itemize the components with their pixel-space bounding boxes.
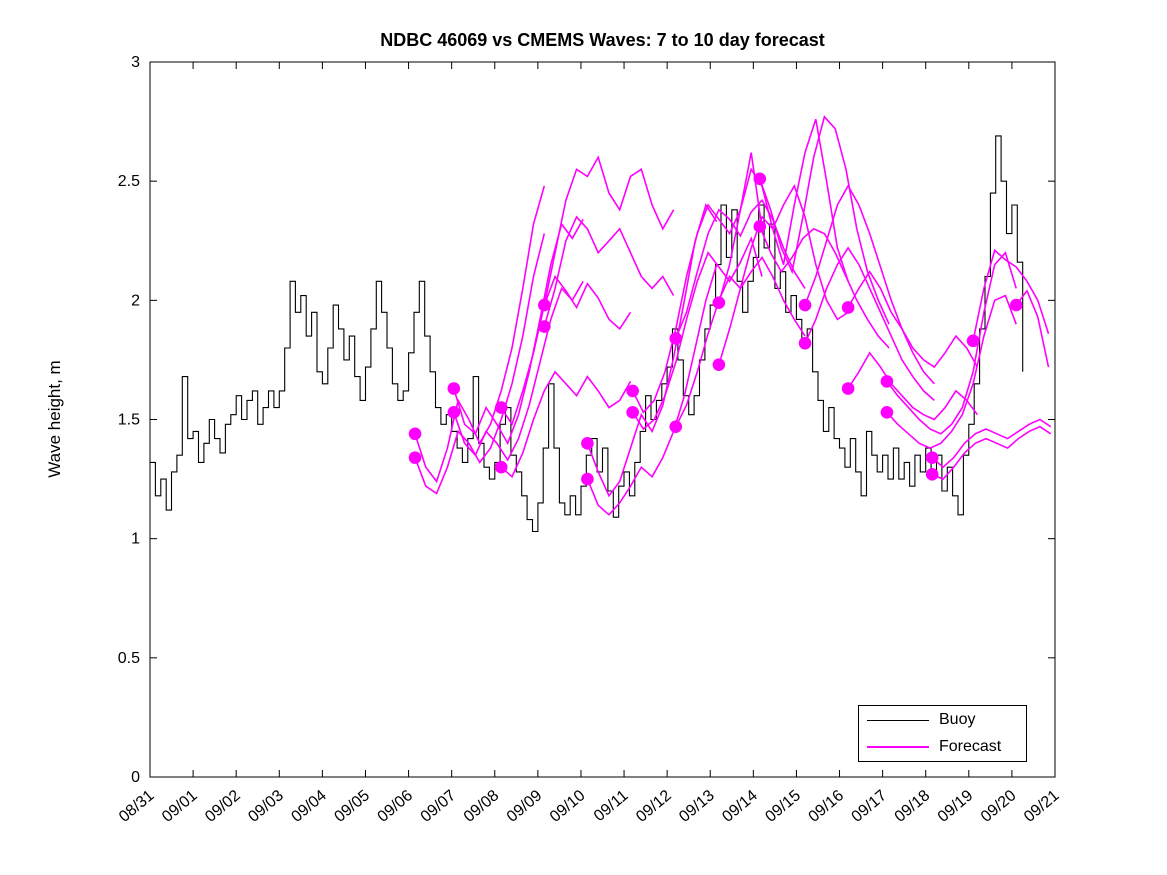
forecast-start-dot bbox=[925, 468, 939, 481]
forecast-start-dot bbox=[538, 320, 551, 333]
forecast-line bbox=[847, 270, 979, 369]
x-tick-label: 09/01 bbox=[159, 787, 201, 826]
forecast-start-dot bbox=[798, 298, 812, 312]
forecast-line bbox=[543, 215, 675, 327]
forecast-line bbox=[886, 294, 1017, 449]
x-tick-label: 09/14 bbox=[719, 787, 761, 826]
x-tick-label: 09/19 bbox=[935, 787, 977, 826]
y-tick-label: 2.5 bbox=[118, 173, 140, 190]
legend-label-buoy: Buoy bbox=[939, 711, 976, 729]
forecast-start-dot bbox=[841, 301, 855, 314]
forecast-start-dot bbox=[408, 451, 422, 464]
forecast-start-dot bbox=[669, 420, 683, 433]
forecast-start-dot bbox=[841, 382, 855, 395]
forecast-start-dot bbox=[798, 336, 812, 350]
y-tick-label: 2 bbox=[131, 292, 140, 309]
forecast-start-dot bbox=[626, 406, 639, 419]
y-tick-label: 1 bbox=[131, 531, 140, 548]
forecast-start-dot bbox=[447, 382, 461, 395]
forecast-start-dot bbox=[1009, 298, 1023, 312]
forecast-line bbox=[931, 425, 1052, 481]
x-tick-label: 09/07 bbox=[418, 787, 460, 826]
x-tick-label: 09/13 bbox=[676, 787, 718, 826]
forecast-line bbox=[453, 280, 584, 462]
x-tick-label: 09/10 bbox=[547, 787, 589, 826]
x-tick-label: 09/03 bbox=[245, 787, 287, 826]
forecast-start-dot bbox=[494, 401, 508, 414]
forecast-line bbox=[414, 233, 546, 495]
forecast-start-dot bbox=[538, 298, 551, 312]
x-tick-label: 09/16 bbox=[805, 787, 847, 826]
forecast-start-dot bbox=[494, 460, 508, 474]
y-axis-label: Wave height, m bbox=[45, 360, 64, 478]
x-tick-label: 09/20 bbox=[978, 787, 1020, 826]
y-tick-label: 1.5 bbox=[118, 412, 140, 429]
x-tick-label: 09/17 bbox=[849, 787, 891, 826]
forecast-line bbox=[759, 226, 890, 349]
buoy-line bbox=[150, 135, 1024, 533]
forecast-start-dot bbox=[880, 375, 894, 388]
x-tick-label: 09/12 bbox=[633, 787, 675, 826]
forecast-line bbox=[886, 251, 1017, 435]
forecast-line bbox=[586, 264, 718, 516]
forecast-line bbox=[718, 183, 849, 365]
x-tick-label: 09/04 bbox=[288, 787, 330, 826]
forecast-line bbox=[500, 370, 632, 479]
forecast-line bbox=[543, 155, 675, 306]
forecast-line bbox=[675, 198, 806, 339]
x-tick-label: 09/15 bbox=[762, 787, 804, 826]
forecast-start-dot bbox=[753, 220, 767, 233]
forecast-line bbox=[500, 274, 632, 427]
chart-title: NDBC 46069 vs CMEMS Waves: 7 to 10 day f… bbox=[380, 30, 825, 50]
forecast-line bbox=[586, 203, 718, 498]
forecast-line bbox=[632, 236, 763, 431]
forecast-start-dot bbox=[447, 406, 461, 419]
x-tick-label: 09/09 bbox=[504, 787, 546, 826]
y-tick-label: 3 bbox=[131, 54, 140, 71]
forecast-line bbox=[759, 115, 890, 325]
x-tick-label: 09/21 bbox=[1021, 787, 1063, 826]
legend-item-buoy: Buoy bbox=[859, 708, 1026, 732]
x-tick-label: 08/31 bbox=[116, 787, 158, 826]
forecast-start-dot bbox=[753, 172, 767, 186]
x-tick-label: 09/11 bbox=[591, 787, 632, 825]
x-tick-label: 09/05 bbox=[331, 787, 373, 826]
forecast-line bbox=[804, 184, 935, 385]
forecast-start-dot bbox=[581, 472, 594, 486]
forecast-line bbox=[1015, 289, 1050, 368]
x-tick-label: 09/02 bbox=[202, 787, 244, 826]
y-tick-label: 0.5 bbox=[118, 650, 140, 667]
forecast-line bbox=[931, 418, 1052, 469]
forecast-start-dot bbox=[626, 384, 639, 398]
legend-label-forecast: Forecast bbox=[939, 737, 1002, 755]
forecast-start-dot bbox=[712, 358, 726, 371]
forecast-start-dot bbox=[712, 296, 726, 310]
x-tick-label: 09/08 bbox=[461, 787, 503, 826]
forecast-line bbox=[414, 185, 546, 484]
forecast-line bbox=[972, 248, 1050, 341]
forecast-line bbox=[804, 246, 935, 401]
legend: Buoy Forecast bbox=[858, 705, 1027, 762]
forecast-line-swatch bbox=[867, 745, 929, 748]
forecast-start-dot bbox=[408, 427, 422, 441]
forecast-start-dot bbox=[669, 332, 683, 345]
x-tick-label: 09/06 bbox=[375, 787, 417, 826]
forecast-start-dot bbox=[581, 437, 594, 450]
y-tick-label: 0 bbox=[131, 769, 140, 786]
forecast-start-dot bbox=[966, 334, 980, 348]
buoy-line-swatch bbox=[867, 719, 929, 721]
x-tick-label: 09/18 bbox=[892, 787, 934, 826]
forecast-start-dot bbox=[925, 451, 939, 464]
legend-item-forecast: Forecast bbox=[859, 735, 1026, 759]
forecast-line bbox=[718, 118, 849, 303]
forecast-line bbox=[847, 351, 979, 421]
forecast-start-dot bbox=[880, 406, 894, 419]
